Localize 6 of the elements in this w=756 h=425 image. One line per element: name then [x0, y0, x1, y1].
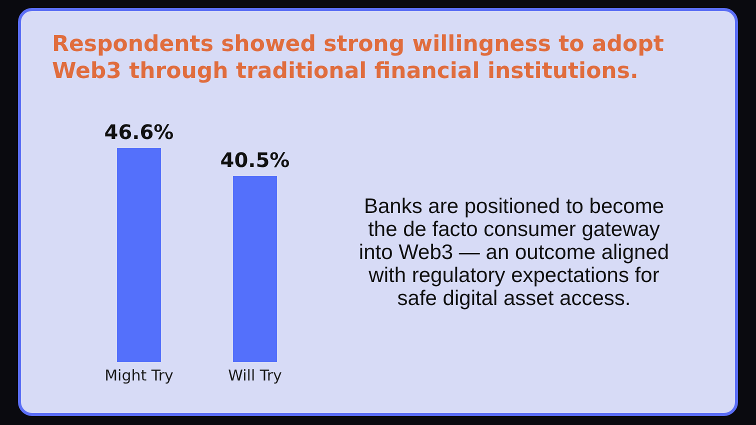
text: Banks are positioned to become the de facto consumer gateway into Web3 — an outcome aligned with regulatory expectations for safe digital asset access.: [358, 195, 670, 310]
x-tick-label: Will Try: [228, 366, 282, 385]
data-label: 40.5%: [220, 148, 290, 172]
text: Respondents showed strong willingness to adopt Web3 through traditional financial institutions.: [52, 31, 665, 85]
x-tick-label: Might Try: [104, 366, 174, 385]
data-label: 46.6%: [104, 120, 174, 144]
